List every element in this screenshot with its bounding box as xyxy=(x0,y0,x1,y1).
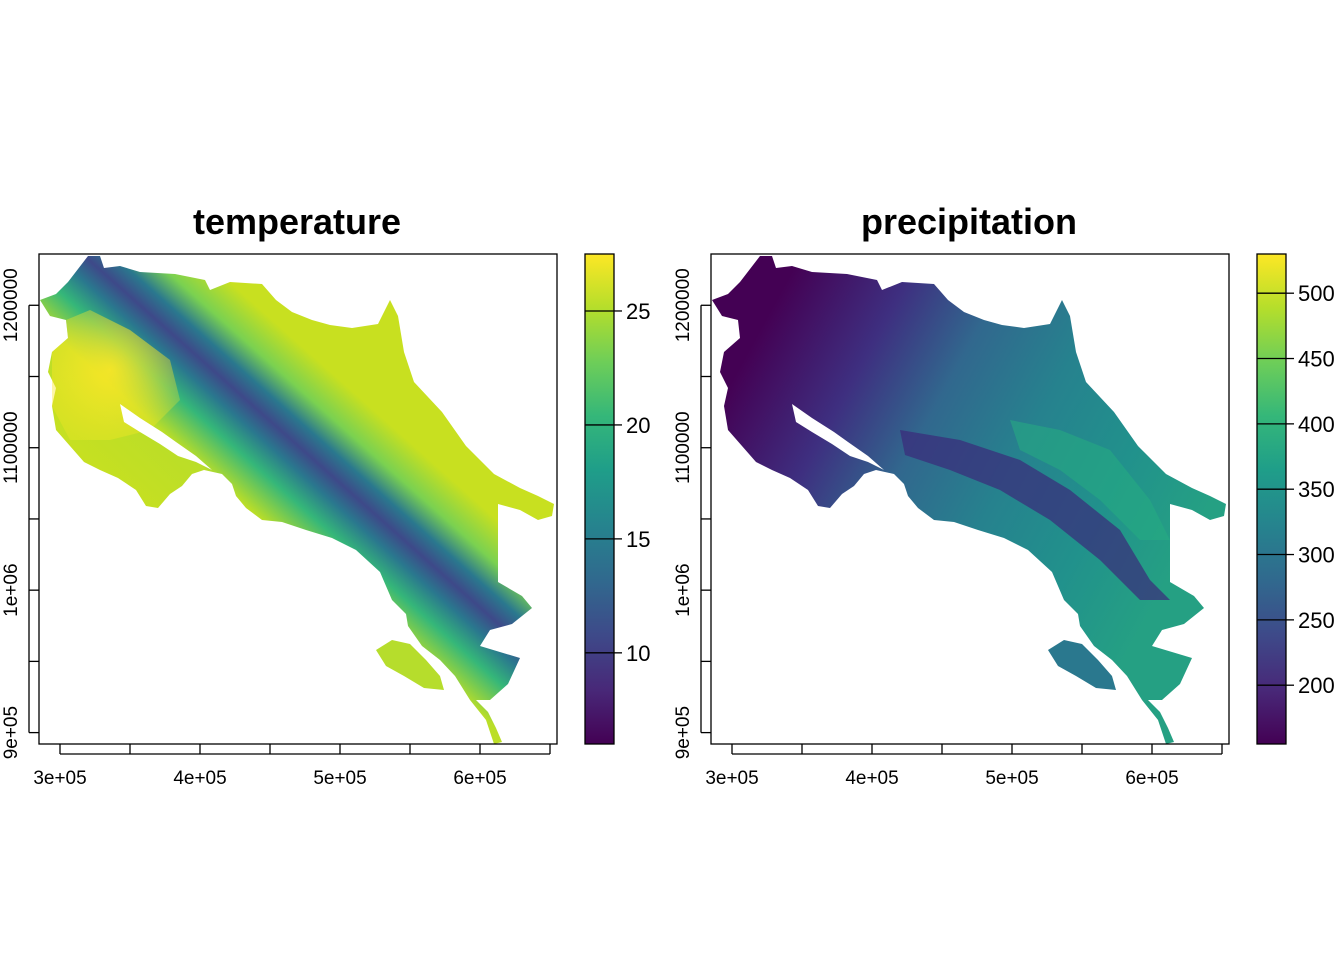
colorbar-ticks: 200 250 300 350 400 450 500 xyxy=(1257,281,1335,698)
y-tick-label: 1e+06 xyxy=(673,563,694,616)
x-axis xyxy=(731,744,1223,755)
colorbar-tick-label: 250 xyxy=(1298,608,1335,633)
y-tick-label: 1100000 xyxy=(1,411,22,484)
colorbar-tick-label: 10 xyxy=(626,641,650,666)
x-tick-labels: 3e+05 4e+05 5e+05 6e+05 xyxy=(33,768,506,789)
colorbar-tick-label: 350 xyxy=(1298,477,1335,502)
x-tick-label: 5e+05 xyxy=(313,768,366,789)
x-tick-label: 6e+05 xyxy=(453,768,506,789)
plot-frame xyxy=(710,253,1230,745)
x-tick-labels: 3e+05 4e+05 5e+05 6e+05 xyxy=(705,768,1178,789)
colorbar-tick-label: 15 xyxy=(626,527,650,552)
precipitation-panel: precipitation 3e+05 4e+05 5e+05 6e+05 9e+05… xyxy=(673,201,1335,789)
x-tick-label: 4e+05 xyxy=(173,768,226,789)
colorbar-ticks: 10 15 20 25 xyxy=(585,299,650,666)
y-tick-labels: 9e+05 1e+06 1100000 1200000 xyxy=(1,268,22,759)
y-tick-label: 9e+05 xyxy=(673,706,694,759)
colorbar-tick-label: 200 xyxy=(1298,673,1335,698)
plot-frame xyxy=(38,253,558,745)
colorbar-tick-label: 450 xyxy=(1298,347,1335,372)
y-tick-label: 1100000 xyxy=(673,411,694,484)
y-tick-label: 9e+05 xyxy=(1,706,22,759)
colorbar-tick-label: 25 xyxy=(626,299,650,324)
y-tick-label: 1e+06 xyxy=(1,563,22,616)
dry-ridge xyxy=(900,430,1170,600)
y-tick-label: 1200000 xyxy=(1,268,22,342)
gulf-nicoya xyxy=(120,404,212,470)
y-tick-labels: 9e+05 1e+06 1100000 1200000 xyxy=(673,268,694,759)
y-tick-label: 1200000 xyxy=(673,268,694,342)
x-tick-label: 4e+05 xyxy=(845,768,898,789)
colorbar xyxy=(1256,253,1287,745)
y-axis xyxy=(700,304,711,734)
x-tick-label: 3e+05 xyxy=(705,768,758,789)
land-raster-precipitation xyxy=(712,256,1226,744)
y-axis xyxy=(28,304,39,734)
colorbar-tick-label: 20 xyxy=(626,413,650,438)
osa-peninsula xyxy=(376,640,444,690)
x-tick-label: 6e+05 xyxy=(1125,768,1178,789)
colorbar-tick-label: 400 xyxy=(1298,412,1335,437)
x-tick-label: 3e+05 xyxy=(33,768,86,789)
temperature-panel: temperature 3e+05 4e+05 5e+05 6e+05 9e+05 1e… xyxy=(1,201,650,789)
gulf-nicoya xyxy=(792,404,884,470)
panel-title: precipitation xyxy=(861,201,1077,242)
colorbar-tick-label: 500 xyxy=(1298,281,1335,306)
panel-title: temperature xyxy=(193,201,401,242)
wet-highlands xyxy=(1010,420,1170,540)
x-tick-label: 5e+05 xyxy=(985,768,1038,789)
lowland-shade xyxy=(52,310,180,440)
osa-peninsula xyxy=(1048,640,1116,690)
colorbar-tick-label: 300 xyxy=(1298,543,1335,568)
x-axis xyxy=(59,744,551,755)
colorbar xyxy=(584,253,615,745)
